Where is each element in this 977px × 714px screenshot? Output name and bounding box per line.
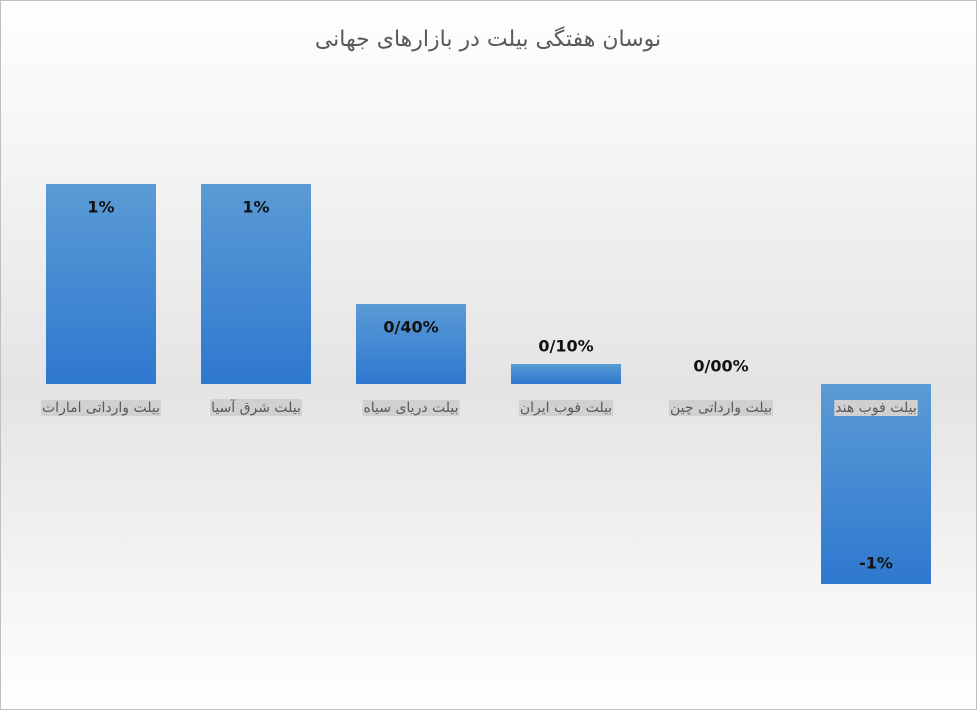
x-tick-label: بیلت دریای سیاه xyxy=(363,400,458,416)
data-label: 0/00% xyxy=(693,357,748,376)
data-label: 1% xyxy=(87,198,114,217)
bar xyxy=(46,184,156,384)
bar xyxy=(356,304,466,384)
data-label: 0/10% xyxy=(538,337,593,356)
bar xyxy=(821,384,931,584)
x-tick-label-bg xyxy=(362,400,460,416)
x-tick-label: بیلت فوب هند xyxy=(835,400,916,416)
chart-title: نوسان هفتگی بیلت در بازارهای جهانی xyxy=(315,26,661,52)
x-tick-label: بیلت وارداتی امارات xyxy=(42,400,160,416)
bar xyxy=(511,364,621,384)
x-tick-label-bg xyxy=(668,400,774,416)
x-tick-label-bg xyxy=(41,400,161,416)
x-tick-label: بیلت وارداتی چین xyxy=(670,400,772,416)
x-tick-label-bg xyxy=(210,399,302,416)
x-tick-label-bg xyxy=(834,400,918,416)
data-label: 0/40% xyxy=(383,318,438,337)
data-label: 1% xyxy=(242,198,269,217)
bar xyxy=(201,184,311,384)
x-tick-label-bg xyxy=(518,400,614,416)
data-label: -1% xyxy=(859,554,893,573)
x-tick-label: بیلت فوب ایران xyxy=(520,400,612,416)
x-tick-label: بیلت شرق آسیا xyxy=(211,399,301,416)
